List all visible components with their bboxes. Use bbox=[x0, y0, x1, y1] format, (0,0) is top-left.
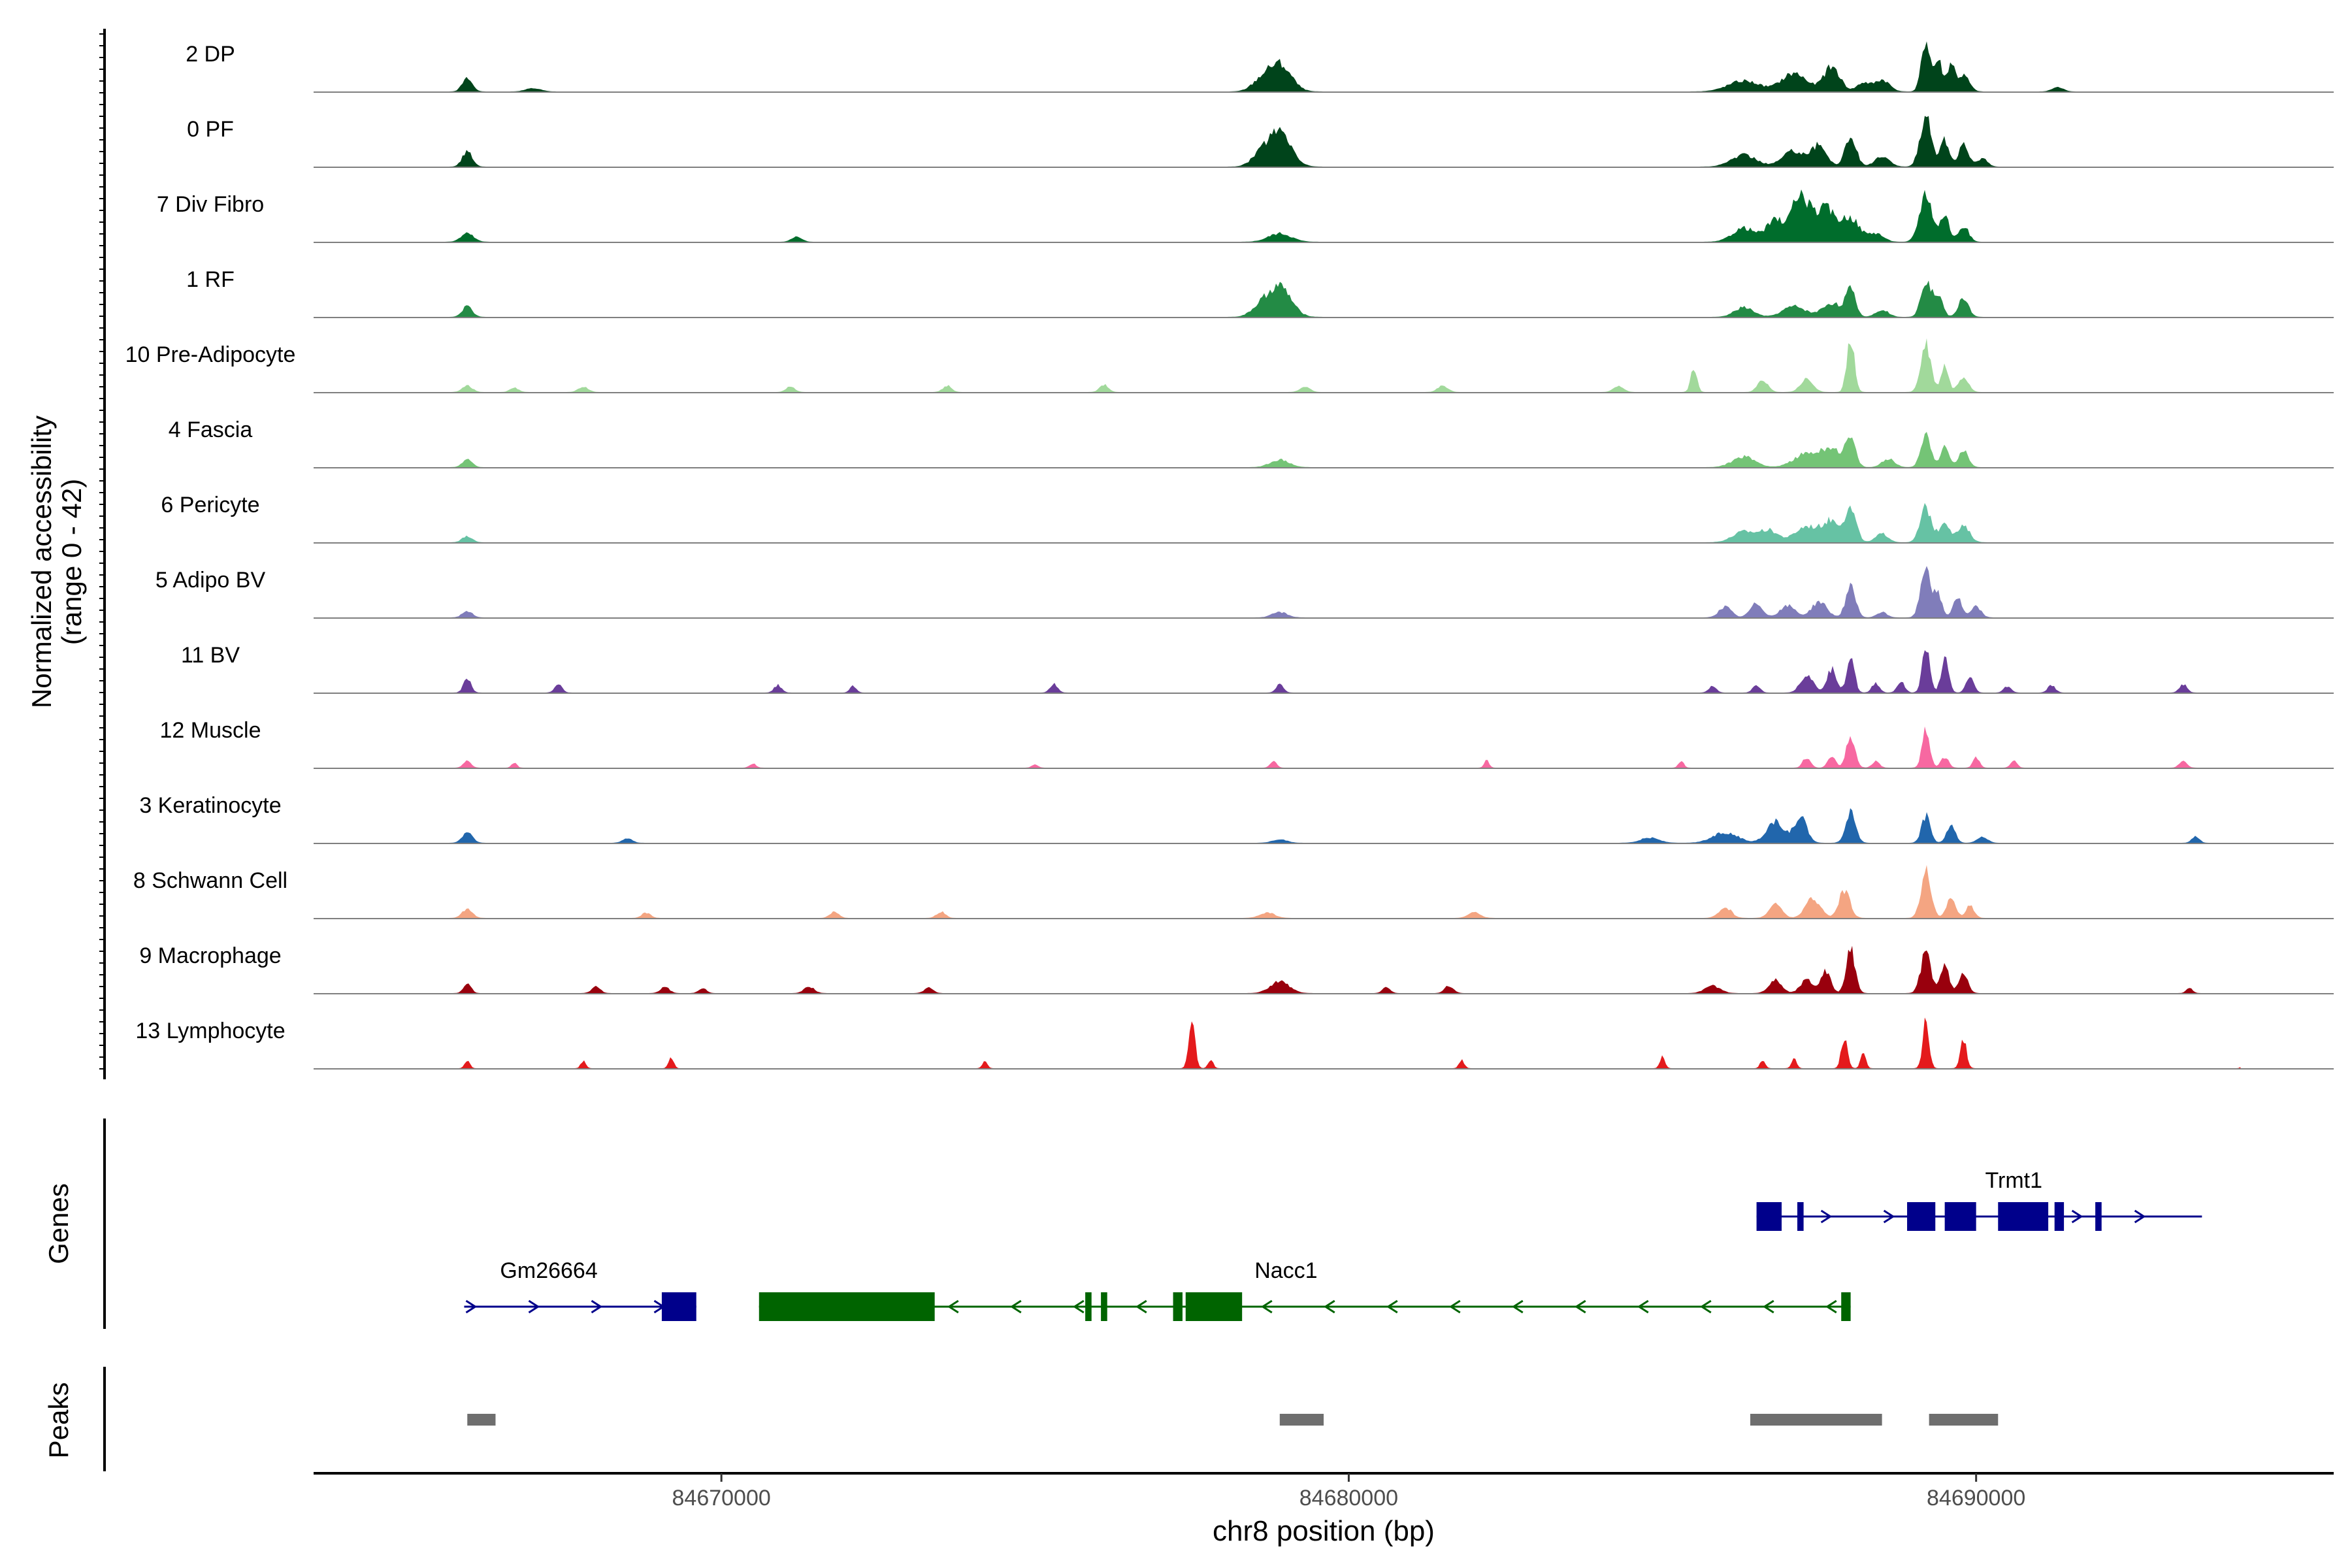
track-area bbox=[408, 41, 2241, 92]
track-label: 7 Div Fibro bbox=[157, 192, 264, 217]
gene-exon bbox=[2054, 1202, 2065, 1231]
track-area bbox=[408, 650, 2241, 693]
peak-region bbox=[1750, 1414, 1882, 1426]
track-label: 0 PF bbox=[187, 117, 234, 142]
track-area bbox=[408, 808, 2241, 843]
strand-arrow-icon bbox=[1386, 1299, 1398, 1314]
gene-label: Gm26664 bbox=[500, 1258, 597, 1283]
strand-arrow-icon bbox=[2071, 1209, 2083, 1224]
peaks-panel-label: Peaks bbox=[43, 1382, 74, 1459]
strand-arrow-icon bbox=[1073, 1299, 1085, 1314]
track-area bbox=[408, 116, 2241, 167]
y-axis-ticks bbox=[99, 29, 106, 1079]
x-axis-label: chr8 position (bp) bbox=[1213, 1515, 1435, 1547]
x-tick-label: 84680000 bbox=[1299, 1486, 1398, 1511]
track-area bbox=[408, 945, 2241, 994]
strand-arrow-icon bbox=[1883, 1209, 1895, 1224]
gene-exon bbox=[1101, 1292, 1107, 1321]
track-label: 2 DP bbox=[186, 42, 235, 67]
gene-exon bbox=[1841, 1292, 1851, 1321]
track-area bbox=[408, 566, 2241, 618]
gene-exon bbox=[1944, 1202, 1976, 1231]
track-label: 3 Keratinocyte bbox=[139, 793, 281, 818]
strand-arrow-icon bbox=[1700, 1299, 1712, 1314]
track-area bbox=[408, 865, 2241, 919]
strand-arrow-icon bbox=[1135, 1299, 1147, 1314]
strand-arrow-icon bbox=[1825, 1299, 1837, 1314]
strand-arrow-icon bbox=[591, 1299, 603, 1314]
gene-exon bbox=[1998, 1202, 2049, 1231]
x-tick-label: 84670000 bbox=[672, 1486, 771, 1511]
gene-exon bbox=[1907, 1202, 1936, 1231]
strand-arrow-icon bbox=[1637, 1299, 1649, 1314]
strand-arrow-icon bbox=[1575, 1299, 1586, 1314]
track-label: 13 Lymphocyte bbox=[135, 1019, 285, 1043]
y-axis-label: Normalized accessibility bbox=[26, 416, 57, 708]
track-label: 9 Macrophage bbox=[139, 943, 281, 968]
peak-region bbox=[1929, 1414, 1999, 1426]
track-label: 4 Fascia bbox=[169, 417, 253, 442]
strand-arrow-icon bbox=[1010, 1299, 1022, 1314]
x-axis-ticks: 84670000 84680000 84690000 bbox=[672, 1473, 2025, 1511]
gene-exon bbox=[1797, 1202, 1804, 1231]
gene-label: Trmt1 bbox=[1985, 1168, 2043, 1193]
gene-label: Nacc1 bbox=[1254, 1258, 1317, 1283]
strand-arrow-icon bbox=[1763, 1299, 1774, 1314]
gene-exon bbox=[2095, 1202, 2102, 1231]
strand-arrow-icon bbox=[1324, 1299, 1335, 1314]
gene-exon bbox=[1185, 1292, 1243, 1321]
track-label: 10 Pre-Adipocyte bbox=[125, 342, 296, 367]
track-area bbox=[408, 189, 2241, 242]
strand-arrow-icon bbox=[1261, 1299, 1273, 1314]
track-label: 5 Adipo BV bbox=[155, 568, 266, 593]
x-tick-label: 84690000 bbox=[1927, 1486, 2025, 1511]
track-area bbox=[408, 432, 2241, 468]
peak-regions bbox=[467, 1414, 1999, 1426]
track-label: 12 Muscle bbox=[160, 718, 261, 743]
strand-arrow-icon bbox=[947, 1299, 959, 1314]
track-area bbox=[408, 280, 2241, 318]
strand-arrow-icon bbox=[1512, 1299, 1524, 1314]
track-area bbox=[408, 502, 2241, 543]
peak-region bbox=[467, 1414, 496, 1426]
accessibility-tracks: 2 DP 0 PF 7 Div Fibro 1 RF 10 Pre-Adipocyte 4… bbox=[125, 41, 2334, 1070]
track-area bbox=[408, 1017, 2241, 1069]
gene-exon bbox=[1085, 1292, 1092, 1321]
strand-arrow-icon bbox=[528, 1299, 540, 1314]
track-label: 8 Schwann Cell bbox=[133, 868, 287, 893]
gene-exon bbox=[661, 1292, 696, 1321]
gene-exon bbox=[1756, 1202, 1782, 1231]
track-label: 11 BV bbox=[181, 643, 240, 668]
strand-arrow-icon bbox=[465, 1299, 478, 1314]
strand-arrow-icon bbox=[1449, 1299, 1461, 1314]
strand-arrow-icon bbox=[1820, 1209, 1833, 1224]
gene-annotations: Trmt1 Gm26664 Nacc1 bbox=[464, 1168, 2202, 1321]
strand-arrow-icon bbox=[2134, 1209, 2146, 1224]
track-label: 6 Pericyte bbox=[161, 493, 259, 517]
track-label: 1 RF bbox=[186, 267, 235, 292]
gene-exon bbox=[1173, 1292, 1183, 1321]
gene-exon bbox=[759, 1292, 935, 1321]
track-area bbox=[408, 338, 2241, 393]
peak-region bbox=[1279, 1414, 1324, 1426]
genes-panel-label: Genes bbox=[43, 1183, 74, 1264]
track-area bbox=[408, 726, 2241, 768]
y-axis-range-label: (range 0 - 42) bbox=[56, 479, 87, 645]
